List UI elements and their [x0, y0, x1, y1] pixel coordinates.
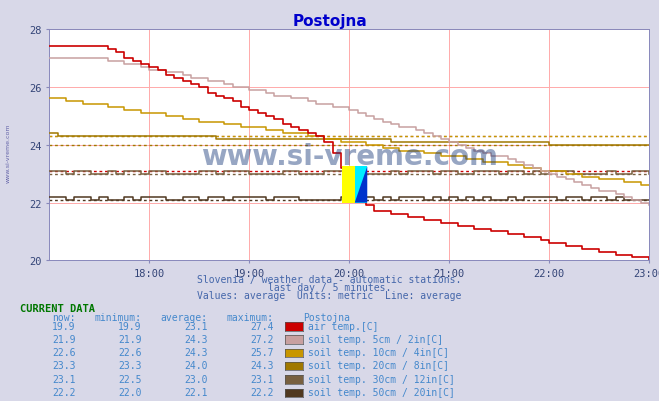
Text: soil temp. 10cm / 4in[C]: soil temp. 10cm / 4in[C] [308, 347, 449, 357]
Text: 19.9: 19.9 [118, 321, 142, 331]
Text: 23.3: 23.3 [118, 360, 142, 371]
Text: 23.0: 23.0 [184, 374, 208, 384]
Text: 23.1: 23.1 [250, 374, 273, 384]
Text: 21.9: 21.9 [52, 334, 76, 344]
Text: 22.6: 22.6 [118, 347, 142, 357]
Text: now:: now: [52, 312, 76, 322]
Text: 19.9: 19.9 [52, 321, 76, 331]
Text: air temp.[C]: air temp.[C] [308, 321, 379, 331]
Text: 22.2: 22.2 [250, 387, 273, 397]
Text: 27.4: 27.4 [250, 321, 273, 331]
Polygon shape [355, 167, 367, 203]
Text: 22.1: 22.1 [184, 387, 208, 397]
Text: Values: average  Units: metric  Line: average: Values: average Units: metric Line: aver… [197, 291, 462, 301]
Text: Postojna: Postojna [303, 312, 350, 322]
Text: minimum:: minimum: [95, 312, 142, 322]
Text: 23.3: 23.3 [52, 360, 76, 371]
Text: 21.9: 21.9 [118, 334, 142, 344]
Text: 24.3: 24.3 [184, 347, 208, 357]
Text: Slovenia / weather data - automatic stations.: Slovenia / weather data - automatic stat… [197, 275, 462, 285]
Text: soil temp. 20cm / 8in[C]: soil temp. 20cm / 8in[C] [308, 360, 449, 371]
Text: average:: average: [161, 312, 208, 322]
Text: 23.1: 23.1 [184, 321, 208, 331]
Text: 22.0: 22.0 [118, 387, 142, 397]
Text: 25.7: 25.7 [250, 347, 273, 357]
Text: 27.2: 27.2 [250, 334, 273, 344]
Text: CURRENT DATA: CURRENT DATA [20, 303, 95, 313]
Text: soil temp. 5cm / 2in[C]: soil temp. 5cm / 2in[C] [308, 334, 444, 344]
Text: last day / 5 minutes.: last day / 5 minutes. [268, 283, 391, 293]
Text: 22.2: 22.2 [52, 387, 76, 397]
Polygon shape [355, 167, 367, 203]
Text: maximum:: maximum: [227, 312, 273, 322]
Text: 24.3: 24.3 [184, 334, 208, 344]
Text: 24.3: 24.3 [250, 360, 273, 371]
Text: www.si-vreme.com: www.si-vreme.com [201, 143, 498, 171]
Text: soil temp. 50cm / 20in[C]: soil temp. 50cm / 20in[C] [308, 387, 455, 397]
Text: www.si-vreme.com: www.si-vreme.com [5, 123, 11, 182]
Text: Postojna: Postojna [292, 14, 367, 29]
Text: 22.5: 22.5 [118, 374, 142, 384]
Polygon shape [342, 167, 355, 203]
Text: soil temp. 30cm / 12in[C]: soil temp. 30cm / 12in[C] [308, 374, 455, 384]
Text: 22.6: 22.6 [52, 347, 76, 357]
Text: 23.1: 23.1 [52, 374, 76, 384]
Text: 24.0: 24.0 [184, 360, 208, 371]
